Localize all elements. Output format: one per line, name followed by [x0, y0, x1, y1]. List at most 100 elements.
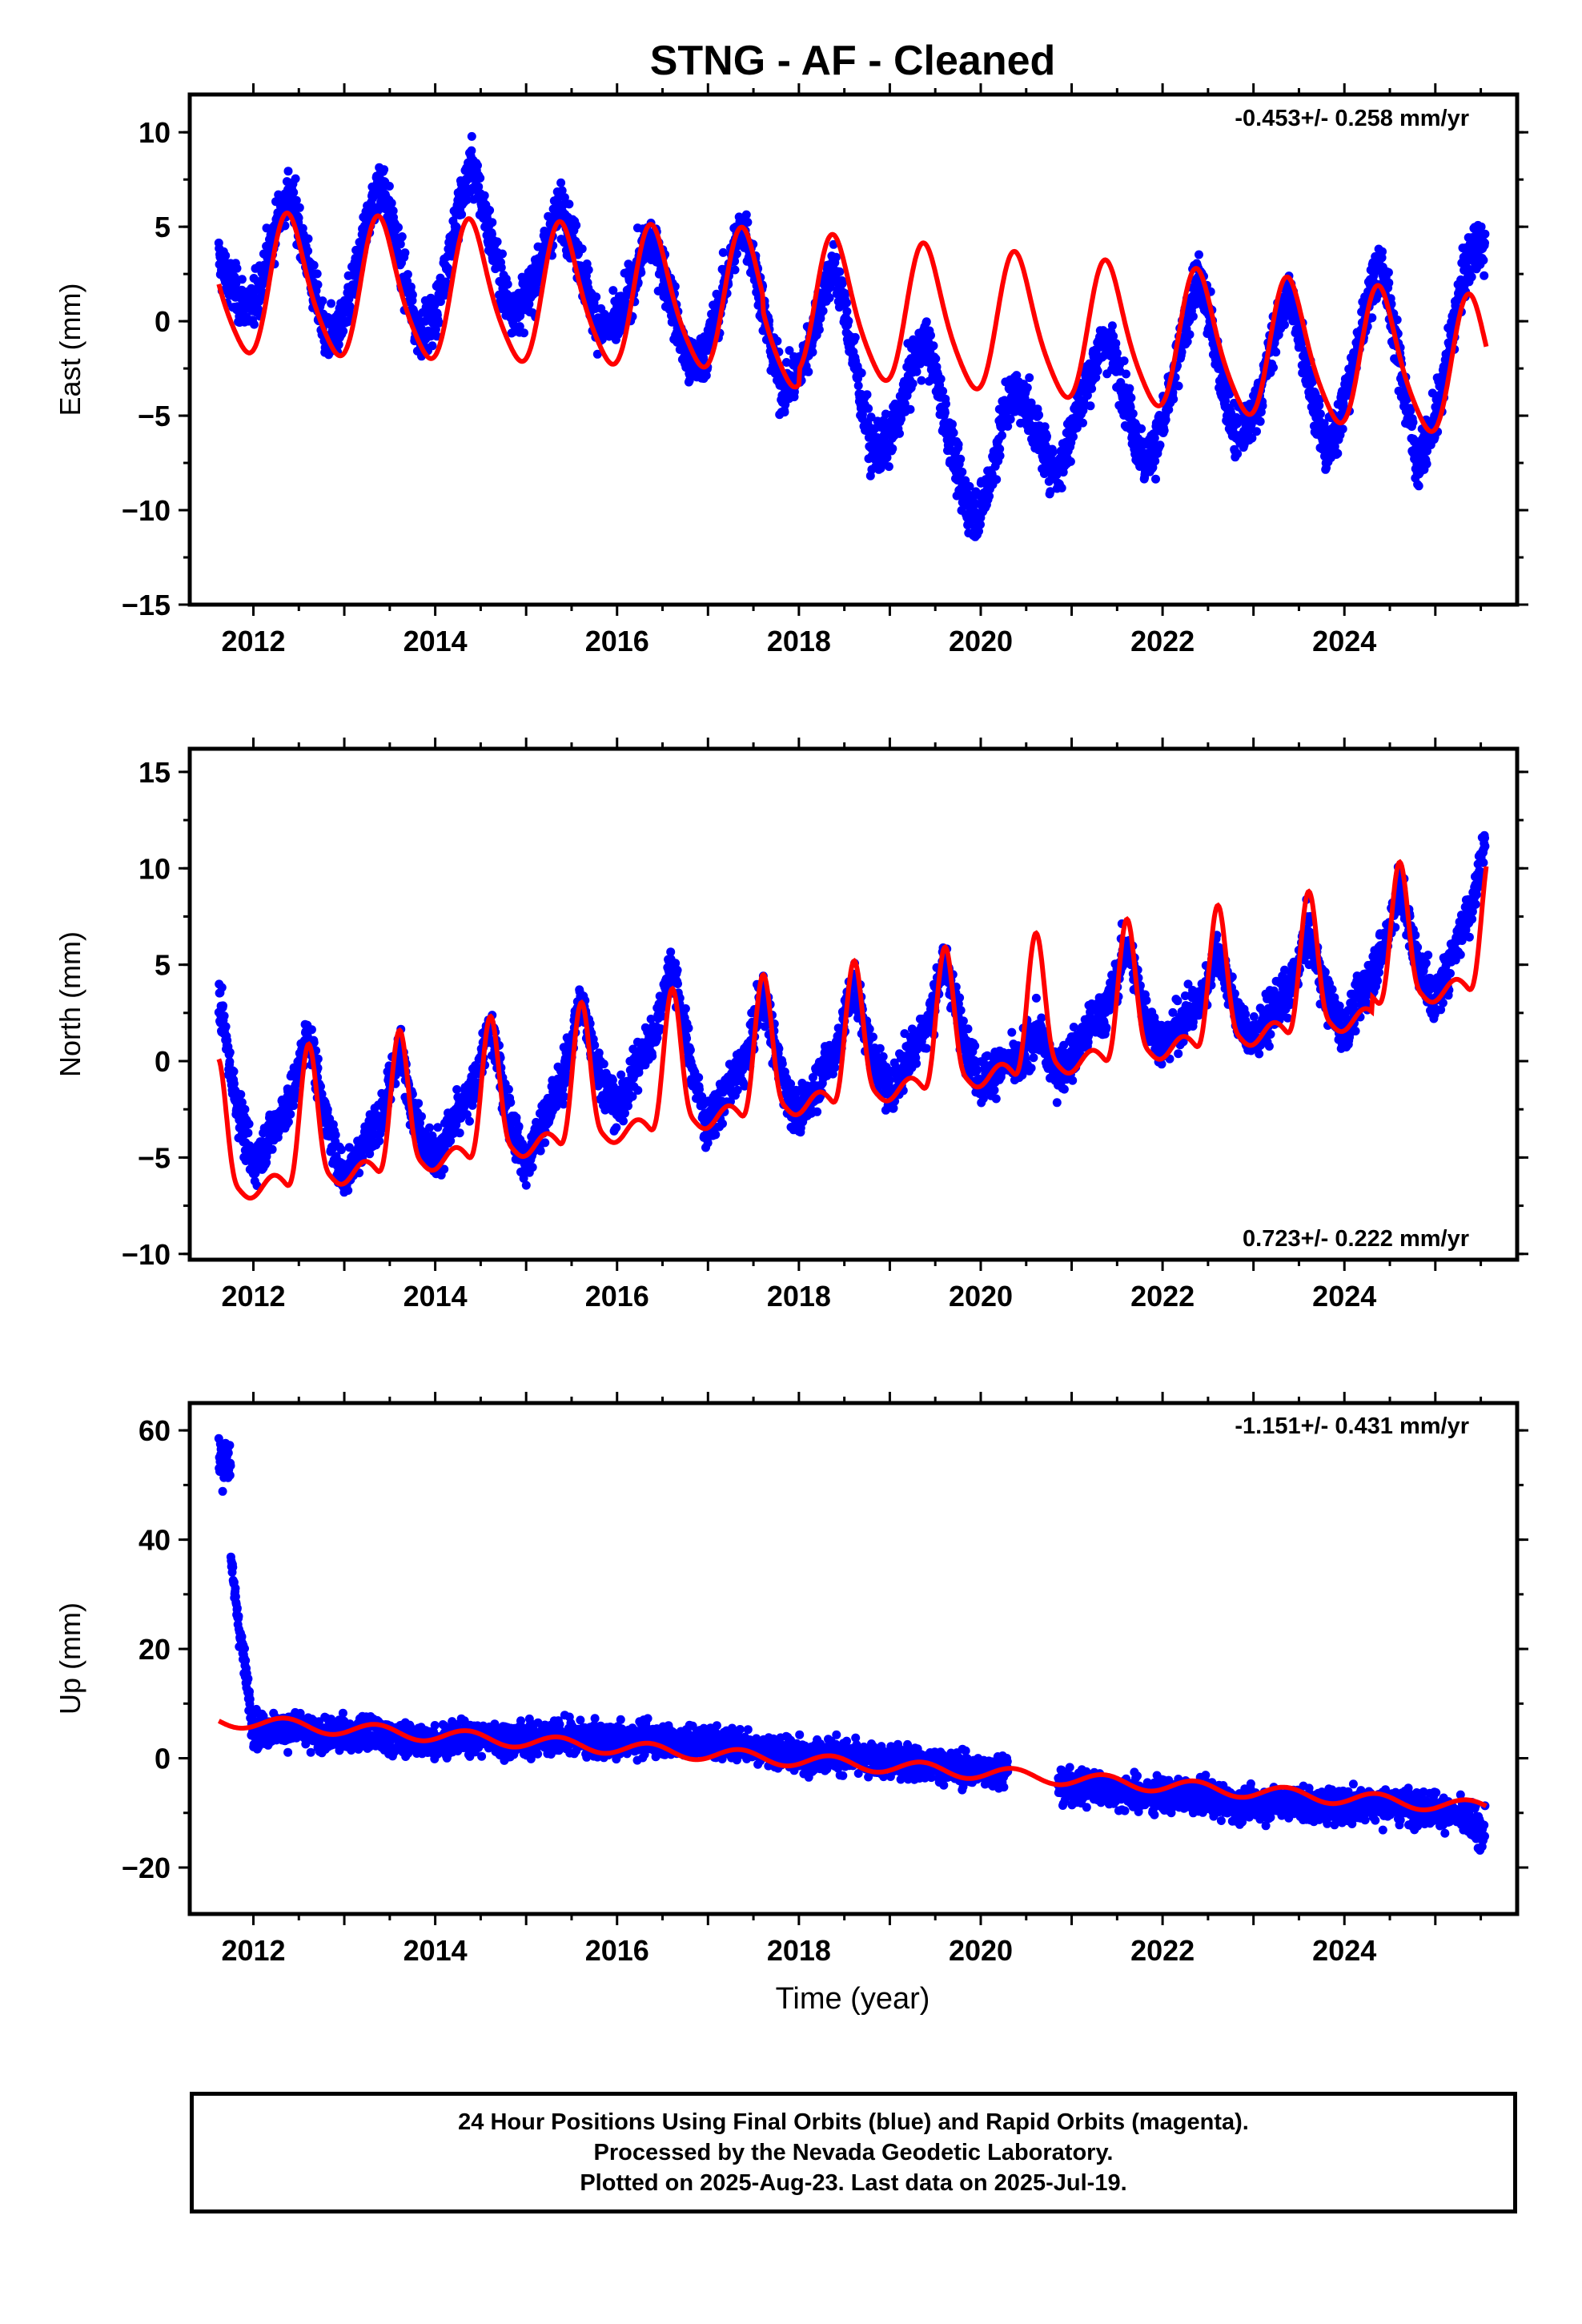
data-point [1066, 456, 1075, 466]
data-point [1087, 384, 1097, 393]
data-point [942, 399, 950, 408]
data-point [291, 195, 301, 205]
data-point [1408, 417, 1418, 427]
data-point [1112, 348, 1122, 358]
data-point [905, 404, 915, 414]
data-point [936, 374, 946, 384]
data-point [283, 1117, 293, 1127]
data-point [417, 1112, 426, 1121]
data-point [1480, 238, 1489, 247]
data-point [1414, 481, 1423, 491]
data-point [1392, 315, 1402, 324]
data-point [895, 428, 904, 438]
data-point [592, 349, 602, 359]
data-point [1320, 424, 1330, 433]
data-point [773, 336, 782, 346]
data-point [857, 409, 867, 419]
data-point [309, 260, 319, 270]
y-tick-label: 0 [155, 305, 171, 338]
data-point [433, 1123, 443, 1132]
data-point [480, 191, 489, 200]
data-point [841, 289, 850, 299]
data-point [434, 318, 444, 328]
data-point [292, 1077, 302, 1087]
data-point [995, 444, 1005, 454]
y-tick-label: −10 [122, 494, 171, 527]
data-point [229, 1067, 239, 1076]
data-point [965, 481, 974, 491]
data-point [929, 341, 938, 351]
data-point [1125, 384, 1134, 393]
data-point [897, 414, 905, 424]
data-point [487, 229, 496, 239]
data-point [844, 316, 853, 326]
data-point [1126, 393, 1136, 403]
data-point [780, 408, 789, 417]
data-point [1258, 401, 1267, 411]
data-point [232, 263, 242, 273]
data-point [1151, 474, 1160, 484]
data-point [1384, 278, 1394, 287]
data-point [1330, 442, 1339, 451]
data-point [956, 454, 966, 464]
data-point [462, 195, 472, 205]
data-point [1315, 409, 1325, 419]
data-point [303, 246, 313, 255]
data-point [1012, 371, 1022, 380]
data-point [853, 381, 863, 391]
data-point [1150, 433, 1159, 443]
data-point [884, 462, 893, 472]
data-point [1247, 433, 1257, 443]
data-point [818, 306, 828, 316]
data-point [221, 1022, 231, 1031]
data-point [584, 265, 593, 275]
data-point [564, 199, 574, 209]
data-point [406, 282, 416, 292]
data-point [1378, 247, 1387, 256]
data-point [732, 249, 741, 259]
data-point [365, 1149, 375, 1159]
rate-annotation: -0.453+/- 0.258 mm/yr [1235, 106, 1469, 131]
y-axis-label: East (mm) [54, 283, 86, 416]
data-point [1480, 229, 1490, 239]
data-point [1174, 381, 1183, 391]
data-point [1406, 406, 1415, 416]
data-point [485, 206, 495, 215]
data-point [506, 1098, 516, 1108]
data-point [452, 1085, 462, 1094]
data-point [931, 354, 941, 364]
data-point [577, 244, 587, 254]
data-point [1128, 409, 1138, 418]
y-tick-label: 5 [155, 211, 171, 243]
data-point [1025, 373, 1034, 383]
data-point [866, 412, 876, 422]
data-point [414, 1099, 424, 1108]
data-point [1422, 459, 1431, 468]
data-point [286, 1109, 295, 1119]
data-point [384, 182, 394, 191]
data-point [229, 1079, 239, 1088]
data-point [428, 341, 437, 351]
data-point [804, 367, 813, 376]
data-point [857, 368, 866, 378]
data-point [403, 270, 412, 279]
data-point [317, 1089, 327, 1099]
data-point [1333, 448, 1343, 458]
data-point [1078, 418, 1087, 428]
data-point [1107, 321, 1117, 331]
data-point [294, 213, 303, 223]
data-point [237, 275, 247, 284]
data-point [976, 520, 985, 529]
data-point [323, 1105, 332, 1114]
data-point [243, 1128, 253, 1138]
data-point [1057, 483, 1066, 493]
data-point [1271, 348, 1281, 357]
data-point [741, 210, 751, 219]
x-tick-label: 2018 [767, 625, 831, 657]
panel-north: 2012 2014 2016 2018 2020 2022 2024151050−5−10N… [54, 738, 1528, 1313]
data-point [1082, 391, 1092, 400]
data-point [940, 408, 950, 417]
data-point [440, 291, 449, 300]
data-point [236, 1090, 246, 1100]
